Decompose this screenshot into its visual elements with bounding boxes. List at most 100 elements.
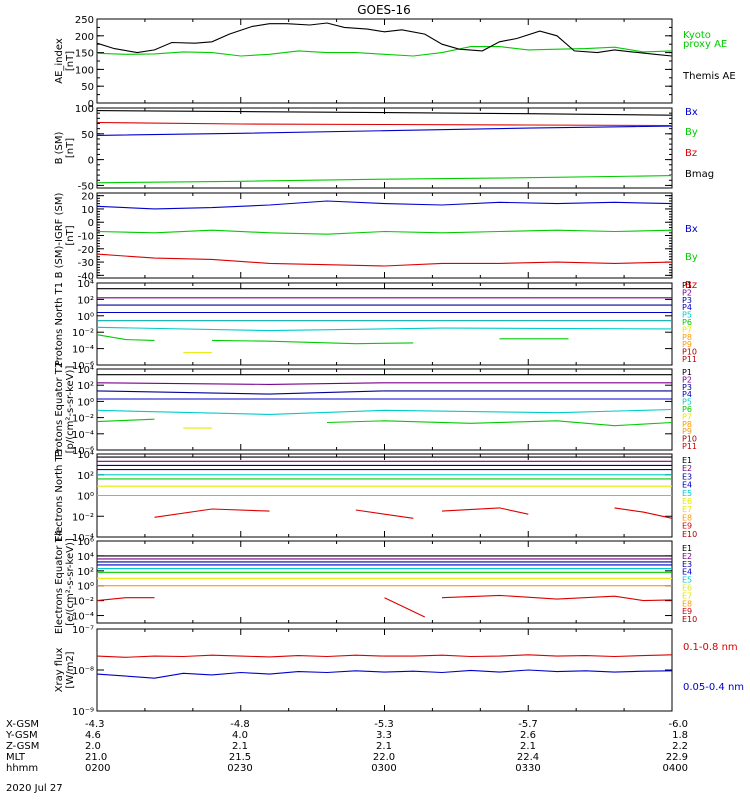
date-label: 2020 Jul 27 [6,783,63,794]
legend-entry: By [685,252,698,263]
footer-value: 0200 [85,763,110,774]
legend-entry: E6 [682,497,692,506]
plot-title: GOES-16 [357,3,411,17]
footer-value: 0400 [663,763,688,774]
footer-axis-table: X-GSM -4.3 -4.8 -5.3 -5.7 -6.0Y-GSM 4.6 4.0 3.3 2… [5,719,688,774]
legend-entry: P2 [682,375,692,384]
y-tick-label: 10⁻⁴ [72,533,94,544]
panel-3: 20 10 0 -10 -20 -30 -40B (SM)-IGRF (SM)[nT] Bx B… [54,192,698,291]
series-line-p6 [96,418,155,423]
y-tick-label: 10⁰ [77,582,94,593]
panel-2: -50 0 50 100 B (SM)[nT] Bx By Bz Bmag [54,104,714,192]
footer-value: 2.1 [376,741,392,752]
series-line-0-05-0-4-nm [96,669,673,679]
y-tick-label: 0 [88,218,94,229]
footer-value: -4.3 [85,719,105,730]
series-line-p7b [211,339,414,345]
footer-value: 3.3 [376,730,392,741]
y-tick-label: 250 [75,15,94,26]
y-tick-label: 10⁴ [77,552,94,563]
y-tick-label: 0 [88,156,94,167]
series-line-p2 [96,382,672,385]
footer-value: 2.1 [232,741,248,752]
legend-entry: P3 [682,383,692,392]
legend-entry: E2 [682,552,692,561]
footer-value: 2.0 [85,741,101,752]
series-line-e10a [96,597,155,602]
legend-entry: E10 [682,530,697,539]
legend-entry: Kyoto [683,30,711,41]
legend-entry: By [685,127,698,138]
y-tick-label: 10⁰ [77,397,94,408]
y-tick-label: 10⁴ [77,365,94,376]
legend-entry: E7 [682,505,692,514]
footer-value: 2.2 [672,741,688,752]
legend-entry: E4 [682,481,692,490]
series-line-bz [96,253,673,267]
legend-entry: E5 [682,489,692,498]
footer-value: -6.0 [668,719,688,730]
legend-entry: E2 [682,464,692,473]
legend-entry: Themis AE [682,71,736,82]
y-tick-label: 10⁻⁸ [72,666,94,677]
y-axis-label: Xray flux[W/m2] [54,648,76,693]
legend-entry: P1 [682,368,692,377]
series-line-p5 [96,408,673,415]
series-line-e10c [441,507,529,515]
footer-value: 22.4 [517,752,539,763]
y-axis-label: Electrons North T3 [54,449,65,542]
footer-value: 21.0 [85,752,107,763]
y-tick-label: 150 [75,49,94,60]
footer-value: 22.9 [666,752,688,763]
y-tick-label: 10² [77,567,94,578]
footer-value: 22.0 [373,752,395,763]
footer-row-label: hhmm [6,763,38,774]
legend-entry: E7 [682,591,692,600]
footer-value: -5.3 [374,719,394,730]
legend-entry: P7 [682,412,692,421]
legend-entry: E5 [682,576,692,585]
footer-value: 0330 [515,763,540,774]
y-axis-label: Protons North T1 [54,282,65,366]
y-tick-label: 10⁻⁹ [72,707,94,718]
series-line-bmag [96,110,673,116]
y-tick-label: 10⁻⁷ [72,625,94,636]
footer-value: -4.8 [230,719,250,730]
legend-entry: P7 [682,325,692,334]
legend-entry: E4 [682,568,692,577]
series-line-by [96,229,673,235]
legend-entry: P9 [682,427,692,436]
y-tick-label: -10 [78,232,94,243]
footer-value: 2.6 [520,730,536,741]
legend-entry: P8 [682,420,692,429]
y-tick-label: 200 [75,32,94,43]
y-tick-label: 50 [81,130,94,141]
legend-entry: Bz [685,148,697,159]
series-line-e10c [441,594,673,602]
y-tick-label: 10⁻² [72,597,94,608]
y-tick-label: 10² [77,381,94,392]
legend-entry: E3 [682,560,692,569]
legend-entry: P4 [682,303,692,312]
y-tick-label: 10² [77,295,94,306]
series-line-p3 [96,390,672,395]
series-line-bz [96,121,673,127]
legend-entry: Bz [685,280,697,291]
y-tick-label: 0 [88,99,94,110]
footer-row-label: Y-GSM [5,730,38,741]
legend-entry: P11 [682,355,697,364]
footer-value: 2.1 [520,741,536,752]
legend-entry: E10 [682,615,697,624]
series-line-p6 [96,326,673,332]
legend-entry: 0.1-0.8 nm [683,642,738,653]
footer-value: 0300 [371,763,396,774]
series-line-bx [96,125,673,136]
legend-entry: E1 [682,544,692,553]
